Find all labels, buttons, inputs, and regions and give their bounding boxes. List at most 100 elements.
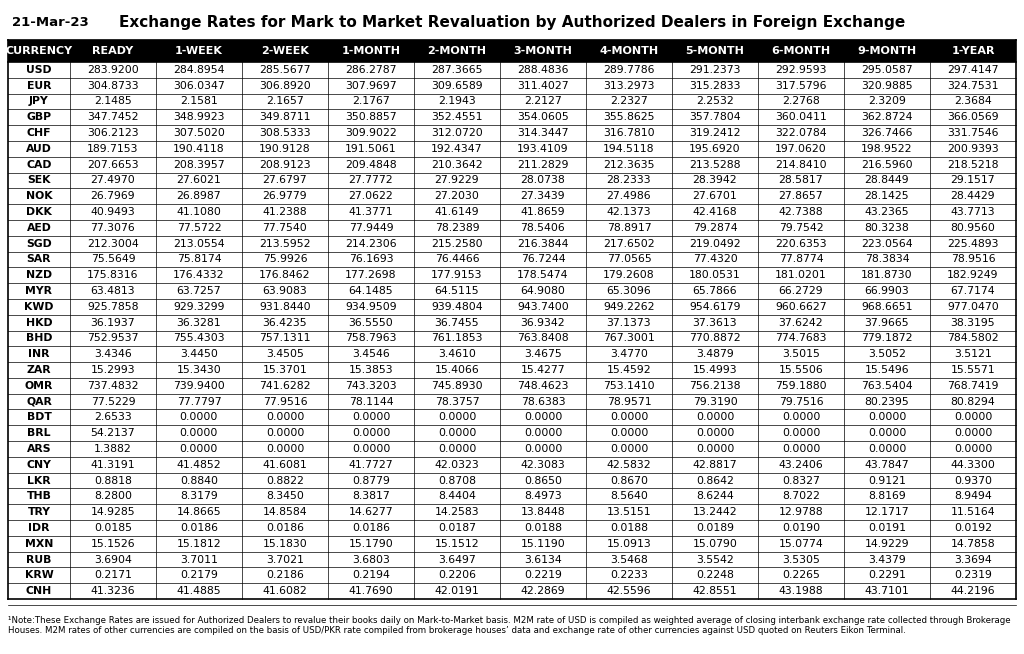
- Text: 29.1517: 29.1517: [950, 175, 995, 186]
- Text: 0.0189: 0.0189: [696, 523, 734, 533]
- Text: 763.8408: 763.8408: [517, 334, 568, 343]
- Text: THB: THB: [27, 491, 51, 502]
- Text: 0.0000: 0.0000: [695, 428, 734, 438]
- Text: 1.3882: 1.3882: [94, 444, 132, 454]
- Text: 223.0564: 223.0564: [861, 239, 912, 249]
- Text: JPY: JPY: [29, 97, 49, 107]
- Text: 36.4235: 36.4235: [262, 318, 307, 328]
- Text: 314.3447: 314.3447: [517, 128, 568, 138]
- Text: 219.0492: 219.0492: [689, 239, 740, 249]
- Text: 761.1853: 761.1853: [431, 334, 482, 343]
- Text: 322.0784: 322.0784: [775, 128, 826, 138]
- Bar: [8, 299, 1016, 315]
- Text: BDT: BDT: [27, 413, 51, 422]
- Text: 64.5115: 64.5115: [434, 286, 479, 296]
- Text: BHD: BHD: [26, 334, 52, 343]
- Text: 76.4466: 76.4466: [434, 254, 479, 264]
- Text: 362.8724: 362.8724: [861, 112, 912, 122]
- Text: 3.4546: 3.4546: [352, 349, 390, 359]
- Bar: [8, 409, 1016, 425]
- Text: 2.2768: 2.2768: [782, 97, 820, 107]
- Text: 0.0000: 0.0000: [180, 428, 218, 438]
- Text: 77.5229: 77.5229: [90, 396, 135, 407]
- Text: MYR: MYR: [26, 286, 52, 296]
- Text: 0.0000: 0.0000: [953, 428, 992, 438]
- Text: 3.3694: 3.3694: [954, 555, 992, 564]
- Text: 41.6149: 41.6149: [434, 207, 479, 217]
- Text: 207.6653: 207.6653: [87, 160, 138, 169]
- Text: 27.3439: 27.3439: [520, 191, 565, 201]
- Bar: [8, 551, 1016, 568]
- Text: 212.3004: 212.3004: [87, 239, 139, 249]
- Text: 27.6021: 27.6021: [176, 175, 221, 186]
- Bar: [8, 583, 1016, 599]
- Text: 44.3300: 44.3300: [950, 460, 995, 470]
- Text: 0.0000: 0.0000: [352, 444, 390, 454]
- Text: 41.4885: 41.4885: [176, 586, 221, 596]
- Text: 737.4832: 737.4832: [87, 381, 138, 391]
- Text: 213.5288: 213.5288: [689, 160, 740, 169]
- Text: 27.7772: 27.7772: [348, 175, 393, 186]
- Text: 0.0000: 0.0000: [266, 413, 304, 422]
- Text: 306.0347: 306.0347: [173, 80, 225, 91]
- Text: 0.0000: 0.0000: [523, 428, 562, 438]
- Text: INR: INR: [29, 349, 50, 359]
- Text: 15.3430: 15.3430: [176, 365, 221, 375]
- Text: 28.1425: 28.1425: [864, 191, 909, 201]
- Text: 3.5305: 3.5305: [782, 555, 820, 564]
- Text: 15.1812: 15.1812: [176, 539, 221, 549]
- Bar: [8, 109, 1016, 125]
- Text: 317.5796: 317.5796: [775, 80, 826, 91]
- Bar: [8, 315, 1016, 330]
- Text: 0.2233: 0.2233: [610, 570, 648, 580]
- Text: 0.8840: 0.8840: [180, 475, 218, 485]
- Text: 748.4623: 748.4623: [517, 381, 568, 391]
- Text: 3.5015: 3.5015: [782, 349, 820, 359]
- Text: 213.5952: 213.5952: [259, 239, 310, 249]
- Text: 326.7466: 326.7466: [861, 128, 912, 138]
- Text: 27.2030: 27.2030: [434, 191, 479, 201]
- Text: 15.0774: 15.0774: [778, 539, 823, 549]
- Text: 0.0000: 0.0000: [438, 444, 476, 454]
- Text: 0.0000: 0.0000: [438, 413, 476, 422]
- Text: 37.3613: 37.3613: [692, 318, 737, 328]
- Text: 64.1485: 64.1485: [348, 286, 393, 296]
- Text: 28.4429: 28.4429: [950, 191, 995, 201]
- Text: 79.3190: 79.3190: [692, 396, 737, 407]
- Text: 285.5677: 285.5677: [259, 65, 310, 75]
- Text: 8.6244: 8.6244: [696, 491, 734, 502]
- Text: 779.1872: 779.1872: [861, 334, 912, 343]
- Text: 0.0000: 0.0000: [609, 444, 648, 454]
- Text: 41.6081: 41.6081: [262, 460, 307, 470]
- Text: 0.2291: 0.2291: [868, 570, 906, 580]
- Text: 8.4404: 8.4404: [438, 491, 476, 502]
- Text: 3.5542: 3.5542: [696, 555, 734, 564]
- Text: 3.5052: 3.5052: [868, 349, 906, 359]
- Text: 28.0738: 28.0738: [520, 175, 565, 186]
- Bar: [8, 173, 1016, 188]
- Text: 2-WEEK: 2-WEEK: [261, 46, 309, 56]
- Text: 40.9493: 40.9493: [90, 207, 135, 217]
- Text: HKD: HKD: [26, 318, 52, 328]
- Text: 929.3299: 929.3299: [173, 301, 224, 312]
- Text: 193.4109: 193.4109: [517, 144, 568, 154]
- Text: 78.1144: 78.1144: [348, 396, 393, 407]
- Text: 745.8930: 745.8930: [431, 381, 482, 391]
- Text: 191.5061: 191.5061: [345, 144, 396, 154]
- Text: 220.6353: 220.6353: [775, 239, 826, 249]
- Text: AED: AED: [27, 223, 51, 233]
- Text: 0.0000: 0.0000: [781, 444, 820, 454]
- Text: 767.3001: 767.3001: [603, 334, 654, 343]
- Text: CURRENCY: CURRENCY: [5, 46, 73, 56]
- Text: 309.6589: 309.6589: [431, 80, 482, 91]
- Text: 288.4836: 288.4836: [517, 65, 568, 75]
- Text: 0.0186: 0.0186: [266, 523, 304, 533]
- Text: 366.0569: 366.0569: [947, 112, 998, 122]
- Text: 8.7022: 8.7022: [782, 491, 820, 502]
- Text: 2.1657: 2.1657: [266, 97, 304, 107]
- Text: 0.0000: 0.0000: [352, 428, 390, 438]
- Text: 177.2698: 177.2698: [345, 270, 396, 280]
- Text: 3.4346: 3.4346: [94, 349, 132, 359]
- Text: 76.1693: 76.1693: [348, 254, 393, 264]
- Text: 774.7683: 774.7683: [775, 334, 826, 343]
